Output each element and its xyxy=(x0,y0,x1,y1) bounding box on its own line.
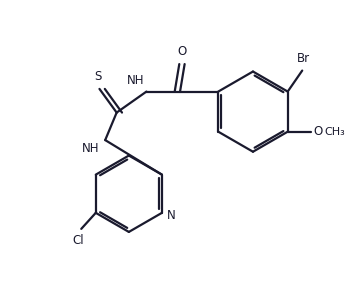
Text: O: O xyxy=(314,125,323,138)
Text: O: O xyxy=(177,45,186,58)
Text: CH₃: CH₃ xyxy=(325,127,345,137)
Text: Cl: Cl xyxy=(72,234,84,247)
Text: Br: Br xyxy=(297,52,310,65)
Text: NH: NH xyxy=(82,142,100,155)
Text: N: N xyxy=(167,209,176,223)
Text: NH: NH xyxy=(127,74,144,87)
Text: S: S xyxy=(94,70,102,83)
